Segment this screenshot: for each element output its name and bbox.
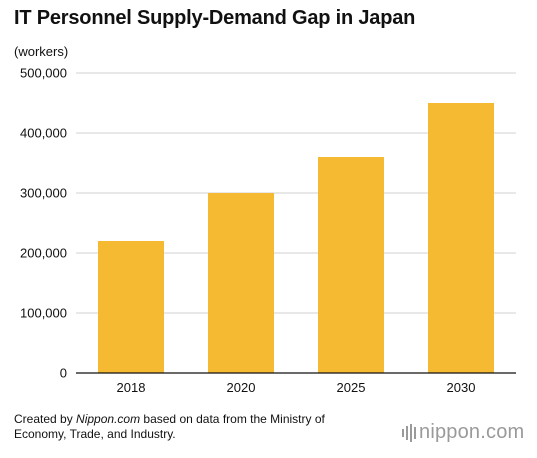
source-suffix: based on data from the Ministry of Econo… xyxy=(14,412,325,441)
source-prefix: Created by xyxy=(14,412,77,426)
nippon-logo-icon xyxy=(402,423,416,442)
x-tick-label: 2018 xyxy=(117,380,146,395)
bar xyxy=(208,193,274,373)
nippon-logo-text: nippon.com xyxy=(419,421,525,443)
bar-chart: 0 100,000 200,000 300,000 400,000 500,000 2018… xyxy=(20,66,516,395)
nippon-logo: nippon.com xyxy=(402,421,524,444)
x-tick-label: 2030 xyxy=(447,380,476,395)
y-tick-label: 0 xyxy=(60,366,67,381)
source-note: Created by Nippon.com based on data from… xyxy=(14,412,374,442)
source-site-name: Nippon.com xyxy=(76,412,141,426)
y-tick-label: 300,000 xyxy=(20,186,67,201)
y-tick-label: 400,000 xyxy=(20,126,67,141)
x-tick-label: 2020 xyxy=(227,380,256,395)
y-tick-label: 200,000 xyxy=(20,246,67,261)
x-tick-label: 2025 xyxy=(337,380,366,395)
bar xyxy=(98,241,164,373)
y-tick-label: 500,000 xyxy=(20,66,67,81)
bar xyxy=(428,103,494,373)
bar xyxy=(318,157,384,373)
chart-title: IT Personnel Supply-Demand Gap in Japan xyxy=(14,7,416,29)
y-axis-unit-label: (workers) xyxy=(14,44,69,59)
y-tick-label: 100,000 xyxy=(20,306,67,321)
